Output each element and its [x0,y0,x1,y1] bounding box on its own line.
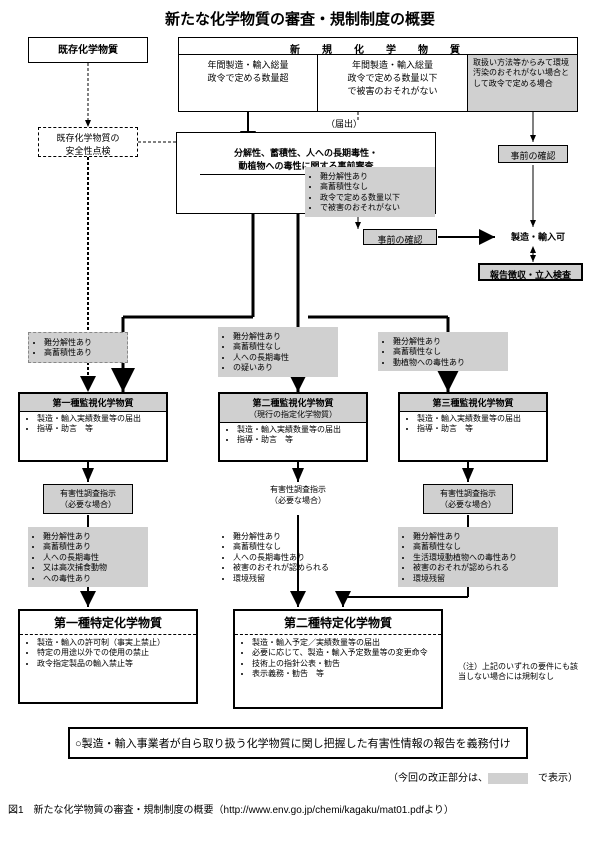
crit-low1: 難分解性あり高蓄積性あり人への長期毒性又は高次捕食動物への毒性あり [28,527,148,587]
box-monitor3: 第三種監視化学物質 製造・輸入実績数量等の届出指導・助言 等 [398,392,548,462]
box-prior-confirm: 事前の確認 [363,229,437,245]
label-notification: （届出） [326,117,362,130]
box-monitor1: 第一種監視化学物質 製造・輸入実績数量等の届出指導・助言 等 [18,392,168,462]
legend-swatch [488,773,528,784]
box-prior-review: 分解性、蓄積性、人への長期毒性・ 動植物への毒性に関する事前審査 難分解性あり … [176,132,436,214]
box-new-col2: 年間製造・輸入総量 政令で定める数量以下 で被害のおそれがない [318,55,468,112]
prior-review-note: 難分解性あり 高蓄積性なし 政令で定める数量以下 で被害のおそれがない [305,167,435,217]
box-monitor2: 第二種監視化学物質 （現行の指定化学物質） 製造・輸入実績数量等の届出指導・助言… [218,392,368,462]
hazard-3: 有害性調査指示 （必要な場合） [423,484,513,514]
footnote: （注）上記のいずれの要件にも該当しない場合には規制なし [458,662,578,683]
crit-low2: 難分解性あり高蓄積性なし人への長期毒性あり被害のおそれが認められる環境残留 [218,527,368,587]
crit-1: 難分解性あり高蓄積性あり [28,332,128,363]
box-report-inspect: 報告徴収・立入検査 [478,263,583,281]
label-mfg-ok: 製造・輸入可 [498,230,578,243]
hazard-2: 有害性調査指示 （必要な場合） [253,484,343,506]
figure-caption: 図1 新たな化学物質の審査・規制制度の概要（http://www.env.go.… [8,801,588,816]
box-spec1: 第一種特定化学物質 製造・輸入の許可制（事実上禁止）特定の用途以外での使用の禁止… [18,609,198,704]
box-bottom-obligation: ○製造・輸入事業者が自ら取り扱う化学物質に関し把握した有害性情報の報告を義務付け [68,727,528,759]
box-new-header: 新 規 化 学 物 質 [178,37,578,55]
legend: （今回の改正部分は、 で表示） [228,769,578,784]
box-existing: 既存化学物質 [28,37,148,63]
box-new-col1: 年間製造・輸入総量 政令で定める数量超 [178,55,318,112]
hazard-1: 有害性調査指示 （必要な場合） [43,484,133,514]
box-spec2: 第二種特定化学物質 製造・輸入予定／実績数量等の届出必要に応じて、製造・輸入予定… [233,609,443,709]
crit-2: 難分解性あり高蓄積性なし人への長期毒性の疑いあり [218,327,338,377]
crit-low3: 難分解性あり高蓄積性なし生活環境動植物への毒性あり被害のおそれが認められる環境残… [398,527,558,587]
page-title: 新たな化学物質の審査・規制制度の概要 [8,8,592,29]
crit-3: 難分解性あり高蓄積性なし動植物への毒性あり [378,332,508,371]
box-new-col3: 取扱い方法等からみて環境汚染のおそれがない場合として政令で定める場合 [468,55,578,112]
box-existing-safety: 既存化学物質の 安全性点検 [38,127,138,157]
box-prior-confirm-right: 事前の確認 [498,145,568,163]
flowchart: 既存化学物質 新 規 化 学 物 質 年間製造・輸入総量 政令で定める数量超 年… [8,37,592,817]
